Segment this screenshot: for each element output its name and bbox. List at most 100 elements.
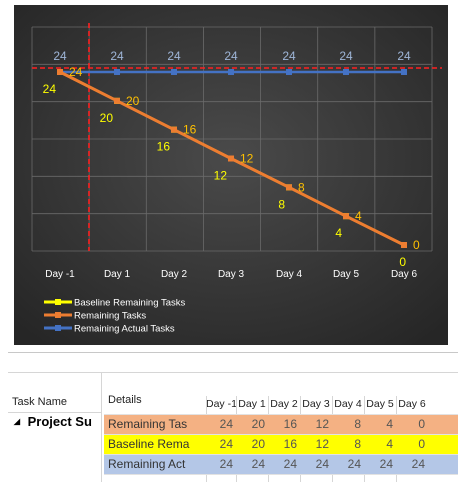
detail-value-cell[interactable]: 0 [418, 417, 425, 431]
data-label-baseline: 16 [157, 140, 171, 154]
data-label-remaining: 16 [183, 123, 197, 137]
legend-marker [55, 299, 61, 305]
detail-value-cell[interactable]: 24 [219, 437, 233, 451]
chart-gridlines [31, 26, 433, 252]
detail-row-label[interactable]: Remaining Tas [104, 414, 201, 434]
series-point [114, 69, 120, 75]
series-point [171, 126, 177, 133]
detail-value-cell[interactable]: 4 [386, 417, 393, 431]
detail-value-cell[interactable]: 8 [354, 437, 361, 451]
series-point [343, 69, 349, 75]
row-separator [104, 414, 458, 415]
detail-row-label[interactable]: Baseline Rema [104, 434, 201, 454]
data-label-baseline: 12 [214, 169, 228, 183]
x-tick-label: Day 2 [161, 269, 188, 280]
day-header-cell[interactable]: Day 4 [334, 398, 362, 410]
x-axis-ticks: Day -1 Day 1 Day 2 Day 3 Day 4 Day 5 Day 6 [45, 269, 417, 280]
task-header-separator [8, 412, 101, 413]
day-header-cell[interactable]: Day 1 [238, 398, 266, 410]
day-header-cell[interactable]: Day -1 [206, 398, 236, 410]
data-label-remaining: 12 [240, 152, 254, 166]
legend-label: Remaining Tasks [74, 311, 146, 322]
detail-value-cell[interactable]: 12 [315, 437, 329, 451]
detail-row-label[interactable]: Remaining Act [104, 454, 201, 474]
task-row-project[interactable]: ◢ Project Su [10, 412, 100, 434]
series-point [228, 69, 234, 75]
task-usage-grid: Task Name Details ◢ Project Su Day -1 Day… [8, 372, 458, 482]
legend-label: Baseline Remaining Tasks [74, 298, 185, 309]
detail-value-cell[interactable]: 4 [386, 437, 393, 451]
detail-value-cell[interactable]: 24 [251, 457, 265, 471]
day-header-cell[interactable]: Day 6 [398, 398, 426, 410]
series-point [343, 213, 349, 220]
detail-value-cell[interactable]: 24 [315, 457, 329, 471]
detail-value-cell[interactable]: 20 [251, 417, 265, 431]
detail-value-cell[interactable]: 24 [219, 417, 233, 431]
data-label-baseline: 8 [278, 197, 285, 211]
x-tick-label: Day 5 [333, 269, 360, 280]
data-label-baseline: 24 [43, 82, 57, 96]
detail-value-cell[interactable]: 24 [379, 457, 393, 471]
day-header-cell[interactable]: Day 3 [302, 398, 330, 410]
task-name-header[interactable]: Task Name [12, 396, 68, 408]
row-separator [104, 474, 458, 475]
data-label-baseline: 20 [100, 111, 114, 125]
series-point [228, 155, 234, 162]
detail-value-cell[interactable]: 0 [418, 437, 425, 451]
detail-value-cell[interactable]: 8 [354, 417, 361, 431]
detail-value-cell[interactable]: 16 [283, 437, 297, 451]
series-point [114, 97, 120, 104]
series-point [286, 69, 292, 75]
row-separator [104, 454, 458, 455]
legend-label: Remaining Actual Tasks [74, 324, 175, 335]
task-name-cell: Project Su [27, 414, 92, 429]
row-separator [104, 434, 458, 435]
data-label-remaining: 4 [355, 209, 362, 223]
series-point [171, 69, 177, 75]
x-tick-label: Day 1 [104, 269, 131, 280]
day-header-cell[interactable]: Day 5 [366, 398, 394, 410]
data-label-baseline: 0 [399, 255, 406, 269]
grid-top-border [8, 372, 458, 373]
data-label-actual: 24 [397, 49, 411, 63]
legend-marker [55, 312, 61, 318]
x-tick-label: Day 3 [218, 269, 245, 280]
detail-value-cell[interactable]: 24 [411, 457, 425, 471]
detail-value-cell[interactable]: 16 [283, 417, 297, 431]
legend-marker [55, 325, 61, 331]
grid-column-divider [101, 372, 102, 482]
data-label-remaining: 20 [126, 94, 140, 108]
data-label-actual: 24 [167, 49, 181, 63]
details-header[interactable]: Details [108, 394, 142, 406]
chart-background [14, 5, 448, 345]
data-label-remaining: 0 [413, 238, 420, 252]
chart-grid-divider [8, 352, 458, 353]
status-date-lines [32, 23, 442, 251]
data-label-actual: 24 [224, 49, 238, 63]
data-label-remaining: 24 [69, 65, 83, 79]
detail-value-cell[interactable]: 12 [315, 417, 329, 431]
detail-value-cell[interactable]: 24 [347, 457, 361, 471]
burndown-chart: 24 24 24 24 24 24 24 24 20 16 12 8 4 0 24 20 16 12 8 4 0 Day… [14, 5, 448, 345]
chart-series [57, 69, 407, 248]
detail-value-cell[interactable]: 24 [283, 457, 297, 471]
data-label-actual: 24 [339, 49, 353, 63]
data-label-baseline: 4 [335, 226, 342, 240]
chart-legend: Baseline Remaining Tasks Remaining Tasks R… [44, 298, 185, 335]
collapse-triangle-icon[interactable]: ◢ [13, 417, 21, 426]
detail-value-cell[interactable]: 24 [219, 457, 233, 471]
series-point [401, 242, 407, 248]
day-header-cell[interactable]: Day 2 [270, 398, 298, 410]
data-label-actual: 24 [53, 49, 67, 63]
detail-value-cell[interactable]: 20 [251, 437, 265, 451]
x-tick-label: Day 4 [276, 269, 303, 280]
series-point [57, 69, 63, 75]
x-tick-label: Day -1 [45, 269, 75, 280]
detail-row-band [201, 414, 458, 434]
series-point [401, 69, 407, 75]
data-label-remaining: 8 [298, 180, 305, 194]
data-label-actual: 24 [282, 49, 296, 63]
series-point [286, 184, 292, 191]
